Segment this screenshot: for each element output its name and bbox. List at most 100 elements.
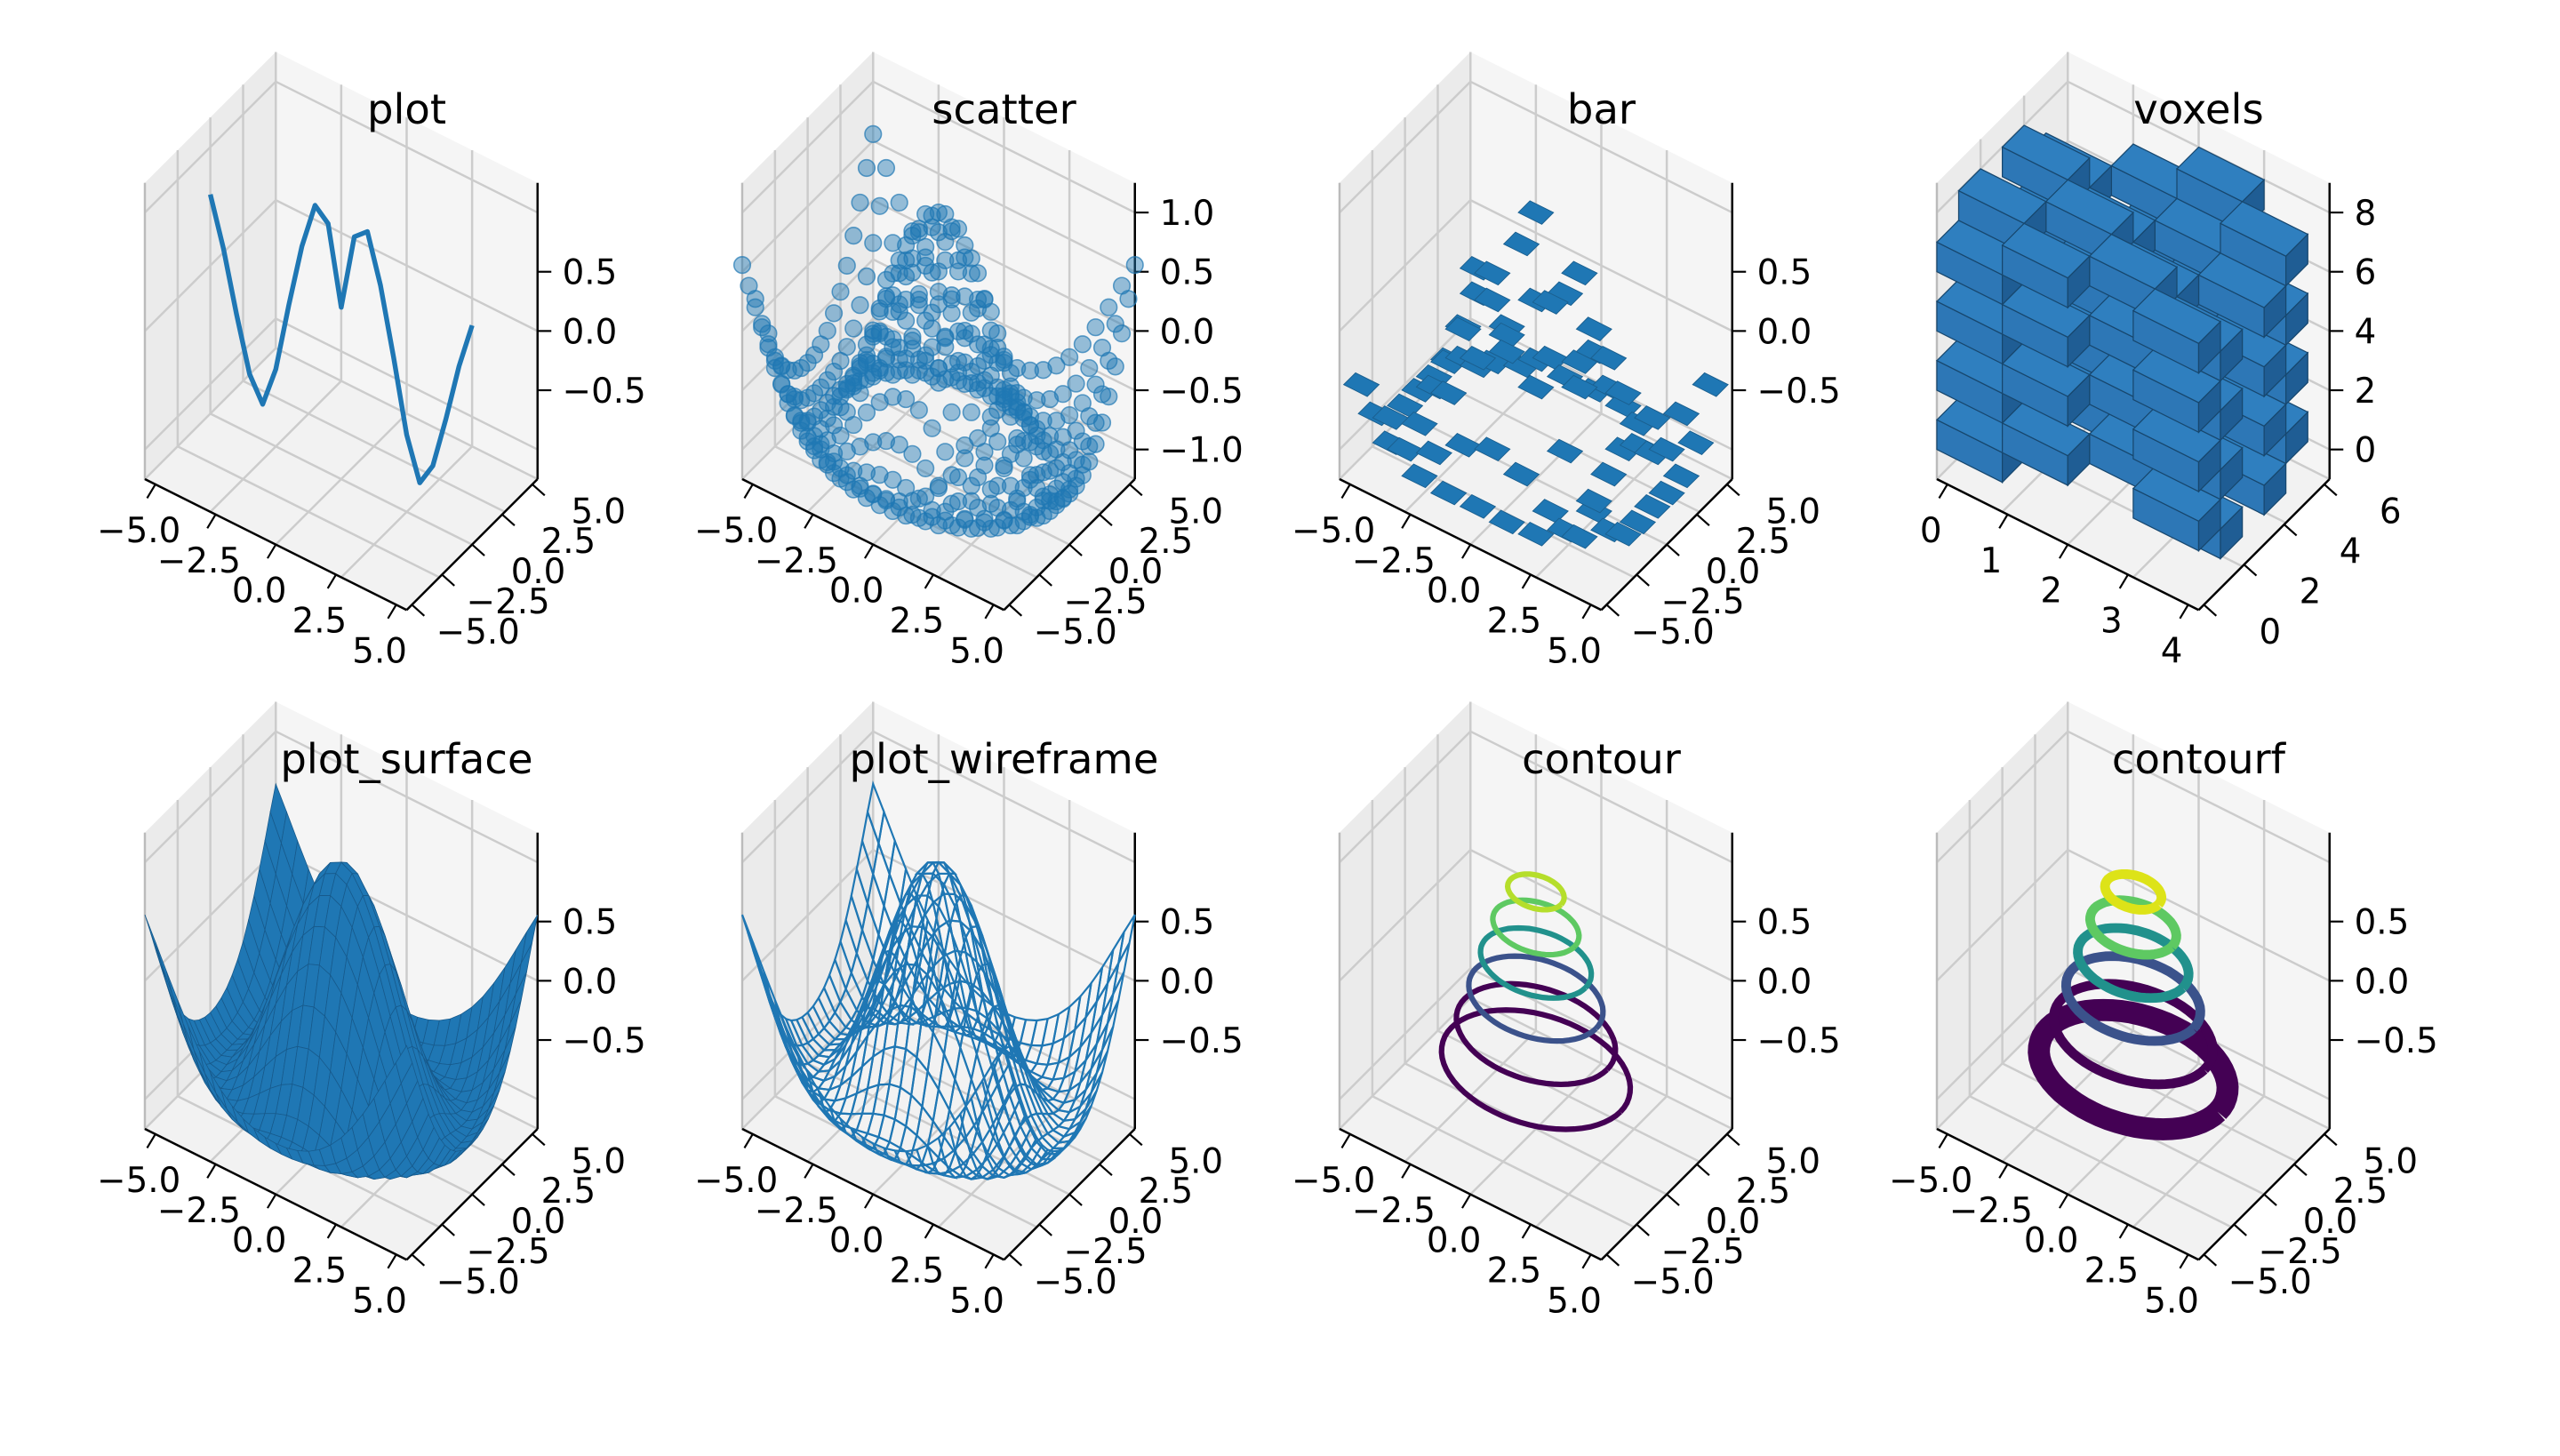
- bar: [1474, 287, 1511, 313]
- scatter-point: [962, 249, 980, 268]
- bar: [1532, 290, 1569, 315]
- y-tick: [1726, 484, 1740, 497]
- bar: [1502, 231, 1540, 257]
- x-tick-label: 4: [2161, 631, 2183, 671]
- scatter-point: [942, 290, 961, 308]
- scatter-point: [831, 283, 850, 301]
- x-tick-label: 2.5: [1487, 1252, 1542, 1292]
- subplot-contour: −5.0−2.50.02.55.0 −5.0−2.50.02.55.0−0.50.…: [1292, 701, 1841, 1321]
- scatter-point: [981, 480, 1000, 499]
- x-tick-label: −5.0: [97, 511, 180, 551]
- grid-line-z: [1339, 730, 1733, 864]
- scatter-point: [962, 374, 980, 393]
- x-tick: [146, 1133, 156, 1148]
- grid-line-z: [1339, 848, 1733, 982]
- x-tick-label: −5.0: [1889, 1161, 1972, 1201]
- scatter-point: [1067, 476, 1085, 495]
- scatter-point: [1001, 364, 1020, 382]
- scatter-point: [1086, 413, 1105, 432]
- scatter-point: [903, 492, 922, 510]
- x-tick: [146, 484, 156, 499]
- z-tick-label: −0.5: [2355, 1021, 2438, 1061]
- x-tick: [1461, 544, 1472, 559]
- scatter-point: [948, 468, 968, 487]
- y-tick-label: 4: [2340, 532, 2362, 572]
- y-tick: [2293, 1163, 2308, 1176]
- grid-line-y: [176, 150, 440, 579]
- z-tick-label: 4: [2355, 312, 2377, 352]
- x-tick-label: −5.0: [694, 511, 778, 551]
- subplot-title: voxels: [2133, 85, 2263, 133]
- scatter-point: [1020, 361, 1040, 380]
- x-tick-label: 0.0: [232, 572, 287, 612]
- scatter-point: [1112, 324, 1132, 343]
- scatter-point: [851, 193, 869, 212]
- scatter-point: [903, 327, 922, 346]
- y-tick-label: 2.5: [1139, 522, 1194, 562]
- y-tick: [411, 1253, 426, 1267]
- scatter-point: [792, 413, 811, 432]
- scatter-point: [916, 459, 935, 477]
- scatter-point: [897, 311, 916, 330]
- y-tick: [471, 543, 485, 556]
- scatter-point: [864, 124, 883, 143]
- y-tick: [1666, 543, 1680, 556]
- scatter-point: [837, 442, 856, 460]
- scatter-point: [1053, 385, 1072, 404]
- scatter-point: [851, 296, 869, 315]
- scatter-point: [995, 348, 1013, 366]
- x-tick-label: −5.0: [1292, 1161, 1375, 1201]
- x-tick-label: −2.5: [755, 1191, 838, 1231]
- scatter-point: [1119, 290, 1138, 308]
- z-tick-label: 0.5: [563, 253, 618, 293]
- z-tick-label: −0.5: [563, 372, 646, 412]
- scatter-point: [929, 262, 948, 281]
- scatter-point: [903, 340, 922, 358]
- y-tick-label: −2.5: [467, 582, 550, 622]
- scatter-point: [897, 290, 916, 309]
- x-tick-label: 0.0: [2024, 1221, 2079, 1261]
- y-tick-label: 0.0: [2303, 1202, 2358, 1242]
- scatter-point: [844, 227, 863, 245]
- scatter-point: [1106, 315, 1124, 333]
- scatter-point: [746, 290, 764, 308]
- scatter-point: [909, 284, 928, 303]
- z-tick-label: −1.0: [1160, 431, 1244, 471]
- x-tick-label: 2.5: [1487, 602, 1542, 642]
- bar: [1561, 374, 1598, 400]
- bar: [1517, 200, 1555, 225]
- grid-line-y: [275, 52, 539, 481]
- x-tick-label: 3: [2100, 602, 2123, 642]
- z-tick-label: −0.5: [1160, 372, 1244, 412]
- y-tick: [2283, 524, 2298, 537]
- scatter-point: [1060, 348, 1079, 366]
- scatter-point: [857, 404, 876, 422]
- z-tick-label: 6: [2355, 253, 2377, 293]
- scatter-point: [942, 466, 961, 484]
- y-tick-label: 5.0: [571, 492, 626, 532]
- subplot-scatter: −5.0−2.50.02.55.0 −5.0−2.50.02.55.0−1.0−0…: [694, 52, 1244, 671]
- bar: [1692, 372, 1729, 397]
- scatter-point: [956, 329, 974, 348]
- scatter-point: [1034, 463, 1052, 482]
- bar: [1517, 374, 1555, 400]
- x-tick: [2118, 1223, 2129, 1239]
- z-tick-label: 0: [2355, 431, 2377, 471]
- bar: [1401, 463, 1438, 489]
- scatter-point: [942, 304, 961, 323]
- x-tick: [1461, 1194, 1472, 1209]
- scatter-point: [909, 290, 928, 309]
- scatter-point: [948, 492, 968, 511]
- scatter-point: [909, 220, 928, 238]
- scatter-point: [916, 237, 935, 256]
- y-tick: [501, 513, 516, 526]
- y-tick-label: 2.5: [541, 1172, 596, 1212]
- bar: [1459, 493, 1497, 519]
- y-tick: [1038, 573, 1052, 587]
- scatter-point: [968, 264, 988, 283]
- grid-line-y: [872, 701, 1136, 1131]
- bar: [1619, 509, 1657, 535]
- scatter-point: [864, 433, 883, 452]
- x-tick-label: −2.5: [755, 541, 838, 581]
- subplot-plot-wireframe: −5.0−2.50.02.55.0 −5.0−2.50.02.55.0−0.50.…: [694, 701, 1244, 1321]
